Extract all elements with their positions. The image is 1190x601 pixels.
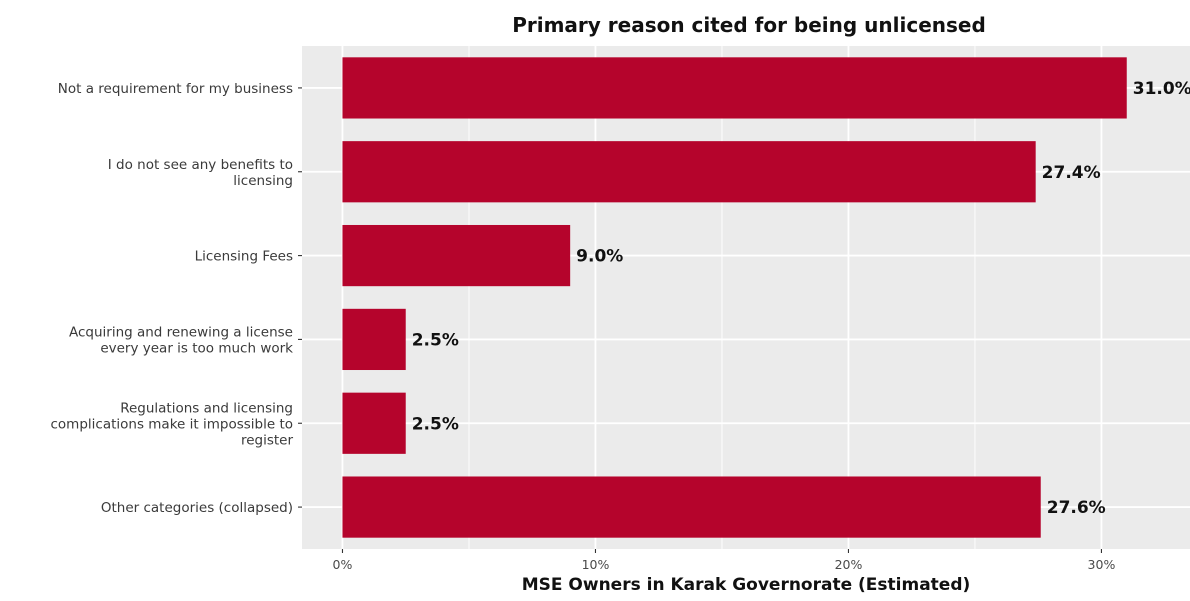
bar (342, 57, 1127, 119)
x-axis-title: MSE Owners in Karak Governorate (Estimat… (522, 575, 971, 595)
value-labels: 31.0% 27.4% 9.0% 2.5% 2.5% 27.6% (412, 79, 1190, 518)
bars (342, 57, 1127, 538)
y-tick-label: Licensing Fees (195, 249, 293, 265)
y-tick-label: Acquiring and renewing a license every ye… (69, 324, 293, 356)
x-tick-label: 10% (582, 557, 610, 572)
bar (342, 224, 571, 287)
y-tick-label-line: Regulations and licensing (120, 400, 293, 416)
y-tick-label-line: Other categories (collapsed) (101, 500, 293, 516)
bar-value-label: 27.6% (1047, 498, 1106, 518)
bar-value-label: 31.0% (1133, 79, 1190, 99)
bar-value-label: 2.5% (412, 414, 459, 434)
chart-title: Primary reason cited for being unlicense… (512, 13, 986, 37)
y-tick-label-line: every year is too much work (100, 340, 293, 356)
y-tick-label-line: register (241, 432, 294, 448)
x-axis: 0% 10% 20% 30% (298, 87, 1116, 572)
y-tick-label: Not a requirement for my business (58, 81, 293, 97)
x-tick-label: 20% (835, 557, 863, 572)
bar (342, 141, 1036, 203)
y-tick-label-line: I do not see any benefits to (108, 157, 293, 173)
y-tick-label-line: Not a requirement for my business (58, 81, 293, 97)
bar (342, 392, 406, 454)
y-tick-label-line: Licensing Fees (195, 249, 293, 265)
bar (342, 476, 1041, 538)
plot-panel (302, 46, 1190, 549)
y-tick-label-line: complications make it impossible to (51, 416, 294, 432)
y-tick-label: I do not see any benefits to licensing (108, 157, 293, 189)
bar (342, 308, 406, 371)
y-tick-label: Regulations and licensing complications m… (51, 400, 294, 448)
x-tick-label: 30% (1088, 557, 1116, 572)
y-tick-label-line: Acquiring and renewing a license (69, 324, 293, 340)
bar-value-label: 9.0% (576, 247, 623, 267)
y-tick-label: Other categories (collapsed) (101, 500, 293, 516)
y-tick-label-line: licensing (233, 173, 293, 189)
bar-value-label: 2.5% (412, 330, 459, 350)
x-tick-label: 0% (333, 557, 353, 572)
bar-value-label: 27.4% (1042, 163, 1101, 183)
category-labels: Not a requirement for my business I do no… (51, 81, 294, 516)
